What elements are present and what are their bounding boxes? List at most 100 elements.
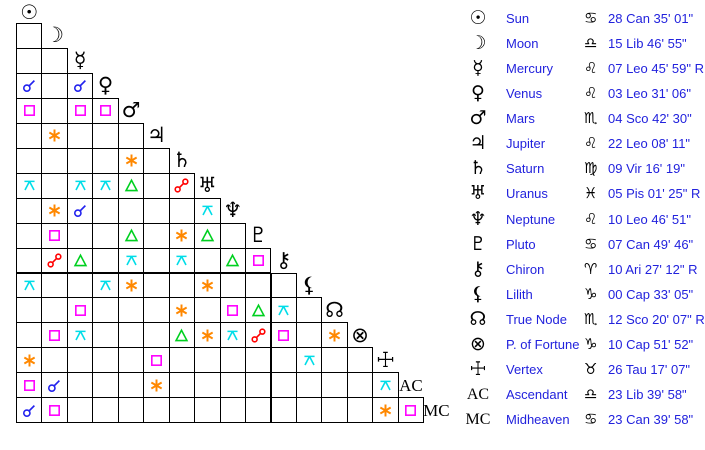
aspect-cell-Midheaven-Neptune: [219, 397, 247, 424]
aspect-cell-True Node-Lilith: [295, 297, 323, 324]
aspect-cell-Mercury-Moon: [41, 47, 68, 74]
aspect-cell-Jupiter-Sun: [16, 122, 43, 149]
aspect-cell-Venus-Moon: [41, 72, 68, 99]
planet-name: Vertex: [506, 361, 543, 377]
planet-name: Lilith: [506, 286, 533, 302]
aspect-cell-Lilith-Moon: [41, 272, 68, 299]
conjunction-icon: [73, 205, 86, 218]
planet-glyph-Pluto: ♇: [248, 223, 268, 248]
aspect-cell-Midheaven-Lilith: [295, 397, 323, 424]
planet-glyph-icon: ♆: [469, 207, 487, 230]
planet-position: 26 Tau 17' 07": [608, 361, 691, 377]
aspect-cell-Ascendant-Lilith: [295, 372, 323, 399]
planet-glyph-icon: ☉: [469, 7, 487, 29]
aspect-cell-Chiron-Jupiter: [143, 247, 170, 274]
planet-glyph-Lilith: ⚸: [301, 272, 317, 297]
legend-row-Neptune: ♆ Neptune ♌ 10 Leo 46' 51": [450, 207, 705, 232]
square-icon: [23, 379, 35, 391]
quincunx-icon: [100, 280, 111, 291]
planet-glyph-True Node: ☊: [325, 297, 344, 322]
aspect-cell-Ascendant-P. of Fortune: [346, 372, 374, 399]
planet-glyph-icon: ♄: [469, 157, 487, 180]
aspect-cell-Ascendant-Mars: [117, 372, 145, 399]
planet-name: Venus: [506, 86, 543, 102]
planet-name: Saturn: [506, 161, 545, 177]
quincunx-icon: [74, 180, 86, 191]
legend-row-Lilith: ⚸ Lilith ♑ 00 Cap 33' 05": [450, 282, 705, 307]
planet-glyph-Uranus: ♅: [197, 173, 217, 198]
aspect-cell-Neptune-Jupiter: [143, 197, 170, 224]
planet-position: 23 Lib 39' 58": [608, 387, 687, 403]
opposition-icon: [47, 253, 62, 268]
aspect-cell-Midheaven-Uranus: [194, 397, 221, 424]
aspect-cell-Saturn-Venus: [92, 147, 119, 174]
square-icon: [227, 304, 239, 316]
quincunx-icon: [202, 205, 213, 216]
aspect-cell-Midheaven-Chiron: [270, 397, 297, 424]
zodiac-sign-icon: ♋: [584, 410, 598, 429]
quincunx-icon: [176, 255, 188, 266]
aspect-cell-Midheaven-Jupiter: [143, 397, 170, 424]
aspect-cell-Vertex-Chiron: [270, 347, 297, 374]
aspect-cell-P. of Fortune-Sun: [16, 322, 43, 349]
opposition-icon: [174, 178, 189, 193]
aspect-cell-P. of Fortune-Venus: [92, 322, 119, 349]
planet-glyph-Sun: ☉: [20, 0, 39, 24]
trine-icon: [200, 228, 215, 242]
zodiac-sign-icon: ♋: [584, 9, 598, 27]
aspect-cell-Neptune-Mars: [117, 197, 145, 224]
aspect-cell-Saturn-Mercury: [66, 147, 94, 174]
aspect-cell-Ascendant-Vertex: [372, 372, 399, 399]
planet-glyph-icon: ♂: [469, 107, 487, 130]
aspect-cell-P. of Fortune-Chiron: [270, 322, 297, 349]
aspect-cell-Ascendant-Chiron: [270, 372, 297, 399]
aspect-cell-Neptune-Saturn: [168, 197, 196, 224]
aspect-cell-True Node-Saturn: [168, 297, 196, 324]
aspect-cell-Uranus-Moon: [41, 172, 68, 199]
aspect-cell-Midheaven-Mercury: [66, 397, 94, 424]
aspect-cell-P. of Fortune-Moon: [41, 322, 68, 349]
opposition-icon: [251, 328, 266, 343]
square-icon: [405, 404, 417, 416]
planet-position: 12 Sco 20' 07" R: [608, 311, 705, 327]
aspect-cell-Moon-Sun: [16, 23, 43, 49]
legend-row-Vertex: ☩ Vertex ♉ 26 Tau 17' 07": [450, 357, 705, 382]
trine-icon: [226, 253, 240, 267]
quincunx-icon: [74, 330, 86, 341]
aspect-cell-True Node-Mars: [117, 297, 145, 324]
aspect-cell-P. of Fortune-Saturn: [168, 322, 196, 349]
trine-icon: [124, 228, 138, 242]
aspect-cell-Lilith-Mars: [117, 272, 145, 299]
conjunction-icon: [22, 404, 35, 417]
planet-glyph-icon: ☿: [472, 57, 484, 80]
legend-row-Sun: ☉ Sun ♋ 28 Can 35' 01": [450, 6, 705, 31]
aspect-cell-Jupiter-Moon: [41, 122, 68, 149]
planet-position: 23 Can 39' 58": [608, 412, 694, 428]
square-icon: [100, 105, 112, 117]
aspect-cell-Midheaven-Moon: [41, 397, 68, 424]
planet-name: Pluto: [506, 236, 536, 252]
planet-glyph-P. of Fortune: ⊗: [351, 322, 369, 347]
zodiac-sign-icon: ♑: [584, 284, 598, 303]
quincunx-icon: [380, 380, 391, 391]
aspect-cell-Neptune-Mercury: [66, 197, 94, 224]
zodiac-sign-icon: ♌: [584, 59, 598, 78]
quincunx-icon: [125, 255, 137, 266]
sextile-icon: [125, 154, 137, 167]
aspect-cell-Pluto-Neptune: [219, 222, 247, 249]
aspect-cell-Lilith-Jupiter: [143, 272, 170, 299]
aspect-cell-P. of Fortune-Lilith: [295, 322, 323, 349]
planet-glyph-Jupiter: ♃: [147, 123, 166, 148]
aspect-cell-Mars-Mercury: [66, 97, 94, 124]
aspect-cell-Chiron-Mercury: [66, 247, 94, 274]
quincunx-icon: [227, 330, 239, 341]
square-icon: [49, 329, 61, 341]
aspect-cell-Ascendant-Mercury: [66, 372, 94, 399]
square-icon: [278, 329, 290, 341]
aspect-cell-Chiron-Saturn: [168, 247, 196, 274]
aspect-cell-Midheaven-Mars: [117, 397, 145, 424]
planet-name: Jupiter: [506, 136, 546, 152]
planet-position: 22 Leo 08' 11": [608, 136, 691, 152]
aspect-cell-Ascendant-Venus: [92, 372, 119, 399]
